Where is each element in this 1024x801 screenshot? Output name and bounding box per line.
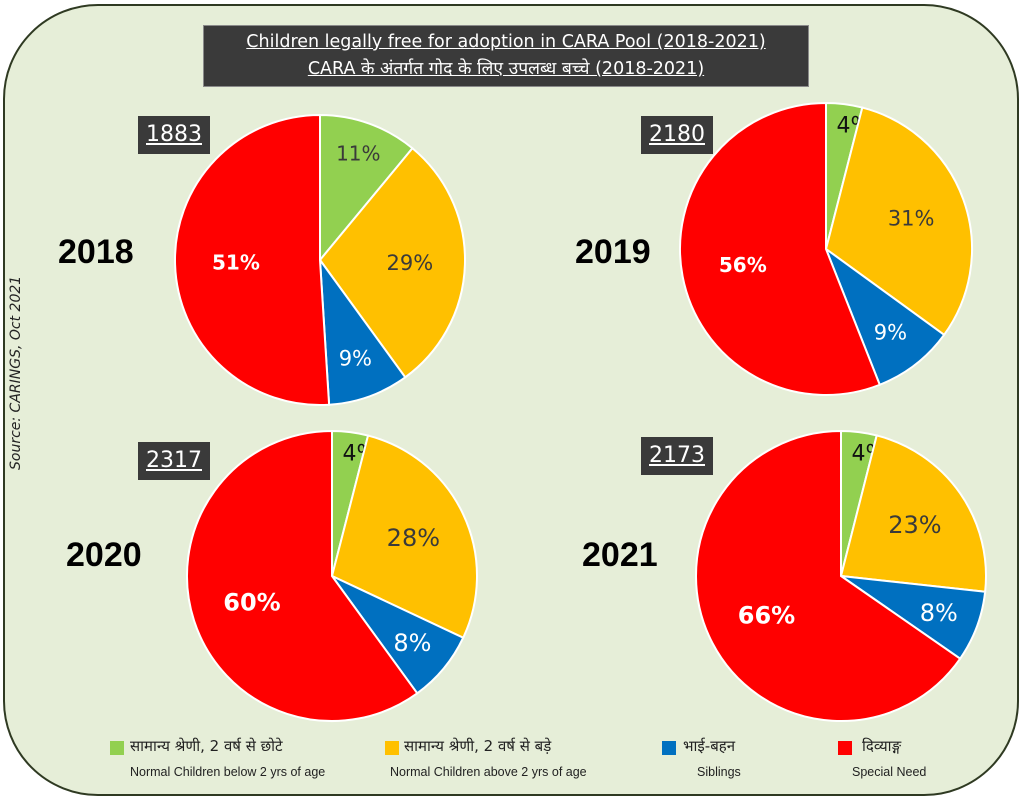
chart-title: Children legally free for adoption in CA…: [203, 25, 809, 87]
legend-hindi-above-2: सामान्य श्रेणी, 2 वर्ष से बड़े: [404, 737, 552, 755]
pie-2018-slice-siblings: [318, 256, 407, 406]
legend-english-special-need: Special Need: [852, 765, 927, 779]
year-label-2019: 2019: [575, 233, 651, 271]
pie-2018-slice-special-need: [174, 113, 331, 406]
legend-english-siblings: Siblings: [697, 765, 741, 779]
pie-2020-label-special-need: 60%: [223, 588, 280, 616]
total-badge-2018: 1883: [138, 116, 210, 154]
pie-2018-label-special-need: 51%: [212, 251, 260, 275]
legend-swatch-above-2: [385, 741, 399, 755]
pie-2018-slice-below-2: [319, 113, 414, 263]
pie-2019-label-siblings: 9%: [874, 320, 907, 344]
legend-swatch-siblings: [662, 741, 676, 755]
pie-2019-slice-special-need: [679, 101, 882, 396]
legend-english-below-2: Normal Children below 2 yrs of age: [130, 765, 326, 779]
pie-2018-label-below-2: 11%: [336, 142, 380, 166]
year-label-2021: 2021: [582, 536, 658, 574]
year-label-2020: 2020: [66, 536, 142, 574]
pie-2019-label-above-2: 31%: [888, 207, 935, 231]
legend-hindi-below-2: सामान्य श्रेणी, 2 वर्ष से छोटे: [130, 737, 283, 755]
pie-2020-label-above-2: 28%: [387, 524, 440, 552]
title-line-hindi: CARA के अंतर्गत गोद के लिए उपलब्ध बच्चे …: [307, 59, 705, 79]
pie-2021-label-siblings: 8%: [920, 599, 958, 627]
title-line-english: Children legally free for adoption in CA…: [246, 32, 766, 52]
legend-swatch-below-2: [110, 741, 124, 755]
pie-2021-label-above-2: 23%: [888, 511, 941, 539]
pie-2020-label-siblings: 8%: [393, 629, 431, 657]
total-badge-2019: 2180: [641, 116, 713, 154]
pie-2019-slice-siblings: [823, 246, 946, 387]
pie-2018-label-siblings: 9%: [339, 347, 372, 371]
legend-english-above-2: Normal Children above 2 yrs of age: [390, 765, 587, 779]
pie-2019-label-special-need: 56%: [719, 253, 767, 277]
pie-2018-slice-above-2: [318, 146, 466, 379]
year-label-2018: 2018: [58, 233, 134, 271]
legend-swatch-special-need: [838, 741, 852, 755]
pie-2020-slice-special-need: [186, 429, 419, 722]
pie-2021-slice-above-2: [839, 434, 987, 593]
total-badge-2020: 2317: [138, 442, 210, 480]
pie-2020-slice-above-2: [330, 434, 478, 640]
pie-2018-label-above-2: 29%: [387, 251, 434, 275]
total-badge-2021: 2173: [641, 437, 713, 475]
legend-hindi-special-need: दिव्याङ्ग: [862, 737, 902, 755]
pie-2019-slice-above-2: [824, 106, 973, 337]
legend-hindi-siblings: भाई-बहन: [683, 737, 736, 755]
pie-2021-slice-special-need: [695, 429, 962, 722]
pie-2021-label-special-need: 66%: [738, 601, 795, 629]
